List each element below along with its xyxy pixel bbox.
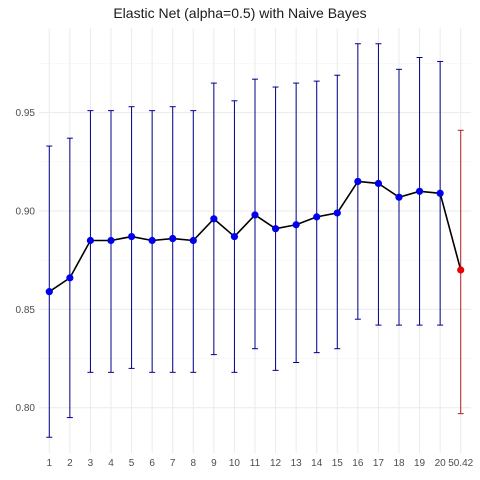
x-tick-label: 9 — [211, 458, 217, 469]
x-tick-label: 18 — [393, 458, 405, 469]
y-tick-label: 0.90 — [16, 206, 36, 217]
x-tick-label: 16 — [352, 458, 364, 469]
x-tick-label: 5 — [129, 458, 135, 469]
x-tick-label: 6 — [149, 458, 155, 469]
data-point — [45, 288, 53, 296]
data-point — [333, 209, 341, 217]
data-point — [66, 274, 74, 282]
x-tick-label: 8 — [191, 458, 197, 469]
x-tick-label: 50.42 — [448, 458, 473, 469]
data-point — [189, 236, 197, 245]
data-point — [107, 236, 115, 245]
data-point — [374, 179, 383, 188]
x-tick-label: 13 — [291, 458, 303, 469]
x-tick-label: 2 — [67, 458, 73, 469]
x-tick-label: 4 — [108, 458, 114, 469]
data-point-highlight — [457, 266, 465, 274]
x-tick-label: 11 — [250, 458, 261, 469]
data-point — [169, 234, 177, 243]
x-tick-label: 12 — [270, 458, 282, 469]
data-point — [271, 225, 280, 233]
data-point — [292, 221, 300, 229]
x-tick-label: 3 — [88, 458, 94, 469]
x-tick-label: 15 — [332, 458, 344, 469]
data-point — [210, 215, 218, 223]
y-tick-label: 0.85 — [16, 305, 36, 316]
x-tick-label: 19 — [414, 458, 426, 469]
x-tick-label: 17 — [373, 458, 385, 469]
chart-title: Elastic Net (alpha=0.5) with Naive Bayes — [113, 5, 367, 21]
data-point — [415, 187, 424, 195]
data-point — [148, 236, 156, 245]
x-tick-label: 20 — [435, 458, 447, 469]
data-point — [354, 177, 362, 186]
data-point — [86, 236, 95, 245]
x-tick-label: 1 — [47, 458, 53, 469]
data-point — [395, 193, 403, 201]
data-point — [251, 211, 259, 219]
data-point — [313, 213, 321, 221]
data-point — [230, 232, 239, 241]
x-tick-label: 14 — [311, 458, 323, 469]
x-tick-label: 7 — [170, 458, 176, 469]
y-tick-label: 0.95 — [16, 108, 36, 119]
x-tick-label: 10 — [229, 458, 241, 469]
data-point — [127, 232, 136, 241]
y-tick-label: 0.80 — [16, 403, 36, 414]
data-point — [436, 189, 444, 197]
